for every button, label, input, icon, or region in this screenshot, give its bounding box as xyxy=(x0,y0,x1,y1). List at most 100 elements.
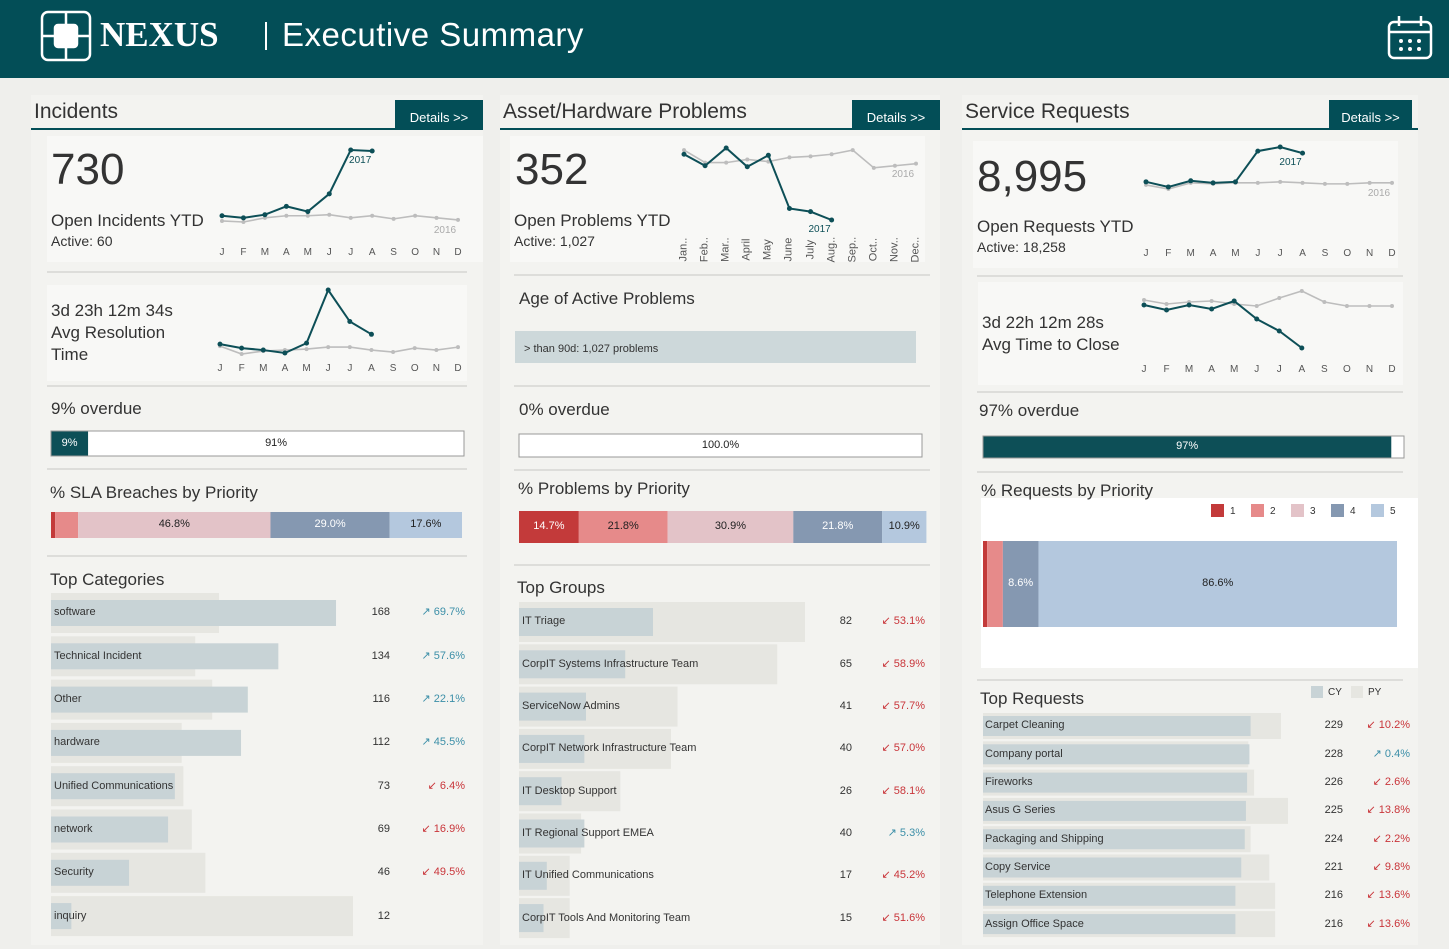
row-name: Security xyxy=(54,866,94,879)
section-title: 97% overdue xyxy=(979,400,1080,420)
py-point xyxy=(305,213,310,218)
py-point xyxy=(391,350,396,355)
month-label: S xyxy=(389,363,397,374)
py-point xyxy=(1322,181,1327,186)
legend-label: 5 xyxy=(1390,506,1396,517)
py-point xyxy=(456,345,460,350)
cy-bar xyxy=(51,729,242,756)
py-point xyxy=(787,155,792,160)
header-bar xyxy=(0,0,1449,78)
month-label: M xyxy=(302,363,311,374)
cy-point xyxy=(369,148,375,154)
cy-point xyxy=(1165,184,1171,190)
month-label: Feb.. xyxy=(698,237,711,263)
bar-segment xyxy=(1002,541,1039,627)
segment-label: 17.6% xyxy=(410,518,442,531)
py-point xyxy=(745,157,750,162)
row-change: ↗ 5.3% xyxy=(887,826,925,839)
cy-bar xyxy=(519,861,547,890)
month-label: S xyxy=(1321,248,1329,259)
row-value: 82 xyxy=(839,615,852,628)
cy-point xyxy=(219,213,225,219)
bar-segment xyxy=(51,512,56,538)
row-change: ↙ 51.6% xyxy=(881,911,925,924)
cy-bar xyxy=(983,914,1236,935)
row-name: Assign Office Space xyxy=(985,917,1084,930)
month-label: D xyxy=(1388,248,1396,259)
cy-bar xyxy=(519,904,544,933)
cy-point xyxy=(1277,144,1283,150)
panel-title: Asset/Hardware Problems xyxy=(503,100,747,124)
kpi-sub: Active: 60 xyxy=(51,232,113,249)
month-label: Jan.. xyxy=(677,238,690,262)
details-button[interactable]: Details >> xyxy=(409,110,469,126)
kpi-label: Open Problems YTD xyxy=(514,210,671,230)
py-point xyxy=(241,220,246,224)
age-bar xyxy=(515,331,916,363)
row-name: ServiceNow Admins xyxy=(522,700,620,712)
cy-point xyxy=(744,164,750,170)
bar-border xyxy=(982,435,1405,459)
calendar-icon[interactable] xyxy=(1387,16,1433,60)
py-point xyxy=(1367,180,1372,185)
month-label: F xyxy=(240,247,247,258)
month-label: O xyxy=(410,363,419,374)
cy-line xyxy=(683,146,833,221)
panel-title: Service Requests xyxy=(965,100,1130,124)
py-point xyxy=(434,348,439,353)
details-button[interactable]: Details >> xyxy=(1341,110,1400,126)
cy-point xyxy=(326,191,332,197)
cy-point xyxy=(347,319,353,325)
segment-label: 10.9% xyxy=(888,520,920,533)
month-label: A xyxy=(368,363,375,374)
py-point xyxy=(1390,180,1394,185)
row-change: ↙ 6.4% xyxy=(427,779,465,792)
row-change: ↙ 9.8% xyxy=(1372,860,1410,873)
details-button xyxy=(1329,100,1412,128)
cy-point xyxy=(1210,180,1216,186)
section-box xyxy=(47,136,483,262)
py-line xyxy=(219,345,459,355)
cy-point xyxy=(304,340,310,346)
month-label: Mar.. xyxy=(719,237,732,263)
cy-point xyxy=(1188,178,1194,184)
py-point xyxy=(1255,180,1260,185)
row-change: ↙ 2.2% xyxy=(1372,832,1410,845)
row-name: Fireworks xyxy=(985,776,1033,788)
py-point xyxy=(1164,302,1169,306)
bar-segment xyxy=(389,512,462,538)
details-button xyxy=(852,100,940,128)
py-label: 2016 xyxy=(433,224,457,236)
cy-label: 2017 xyxy=(808,224,831,235)
month-label: N xyxy=(432,363,440,374)
py-point xyxy=(892,163,897,168)
month-label: A xyxy=(368,247,376,258)
row-value: 40 xyxy=(839,742,852,755)
legend-label: 1 xyxy=(1230,506,1236,517)
cy-point xyxy=(829,217,835,223)
row-value: 12 xyxy=(377,909,390,922)
section-title: % Problems by Priority xyxy=(518,478,690,498)
month-label: D xyxy=(454,247,462,258)
month-label: M xyxy=(1230,364,1239,375)
row-name: CorpIT Network Infrastructure Team xyxy=(522,742,697,755)
cy-bar xyxy=(519,734,585,763)
bar-segment xyxy=(1038,541,1397,627)
month-label: D xyxy=(1388,364,1396,375)
bar-segment xyxy=(78,512,271,538)
py-line xyxy=(683,149,917,169)
cy-point xyxy=(282,350,288,356)
row-value: 65 xyxy=(839,657,852,670)
py-point xyxy=(304,347,309,352)
row-value: 15 xyxy=(839,911,852,924)
row-name: Other xyxy=(54,693,82,705)
section-title: % SLA Breaches by Priority xyxy=(50,482,258,502)
row-change: ↙ 10.2% xyxy=(1366,719,1410,732)
details-button[interactable]: Details >> xyxy=(866,110,926,126)
month-label: A xyxy=(283,247,290,258)
cy-bar xyxy=(519,692,587,721)
row-name: CorpIT Tools And Monitoring Team xyxy=(522,911,691,924)
bar-segment xyxy=(983,436,1392,458)
kpi-value: 8,995 xyxy=(977,151,1088,201)
month-label: J xyxy=(347,363,353,374)
